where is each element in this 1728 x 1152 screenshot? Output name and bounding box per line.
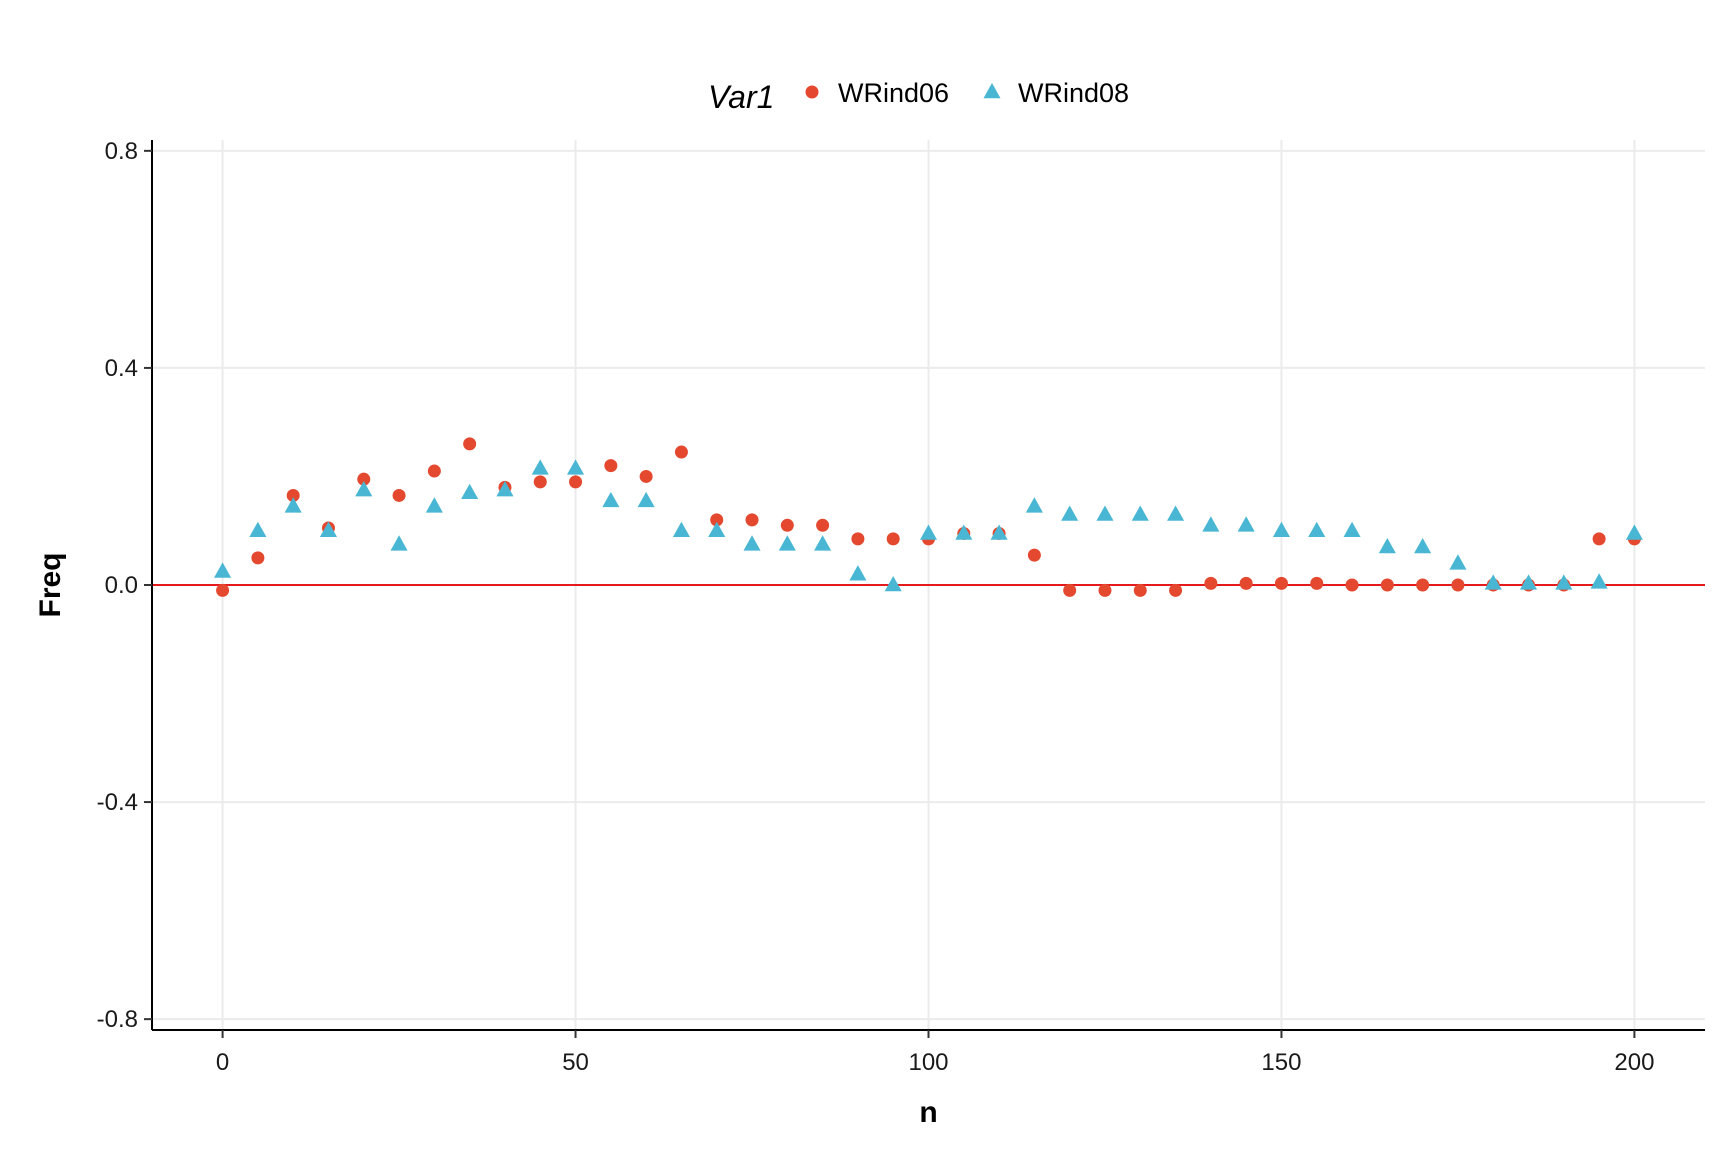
- point-wrind06-12: [639, 469, 653, 483]
- point-wrind08-38: [1555, 574, 1573, 590]
- legend-label-wrind06: WRind06: [838, 78, 949, 108]
- point-wrind08-23: [1025, 497, 1043, 513]
- point-wrind06-39: [1592, 532, 1606, 546]
- legend-key-wrind08: [983, 83, 1001, 99]
- x-tick-label-2: 100: [908, 1049, 948, 1076]
- point-wrind08-32: [1343, 521, 1361, 538]
- x-tick-label-1: 50: [562, 1049, 589, 1076]
- y-tick-label-0: -0.8: [97, 1006, 138, 1033]
- point-wrind06-23: [1027, 548, 1041, 562]
- point-wrind06-24: [1063, 583, 1077, 597]
- point-wrind06-15: [745, 513, 759, 527]
- data-points: [214, 437, 1643, 597]
- point-wrind08-13: [672, 521, 690, 538]
- point-wrind06-13: [674, 445, 688, 459]
- point-wrind06-16: [780, 518, 794, 532]
- point-wrind06-32: [1345, 578, 1359, 592]
- point-wrind06-25: [1098, 583, 1112, 597]
- point-wrind08-37: [1519, 574, 1538, 590]
- point-wrind08-18: [849, 565, 867, 581]
- axes: [144, 140, 1705, 1038]
- point-wrind08-40: [1625, 524, 1643, 540]
- point-wrind06-0: [216, 583, 230, 597]
- point-wrind08-25: [1096, 505, 1114, 521]
- legend-key-wrind06: [805, 85, 819, 99]
- point-wrind08-27: [1167, 505, 1185, 521]
- y-tick-label-3: 0.4: [105, 355, 138, 382]
- point-wrind06-29: [1239, 576, 1253, 590]
- point-wrind08-15: [743, 535, 761, 551]
- point-wrind08-24: [1061, 505, 1079, 521]
- point-wrind06-19: [886, 532, 900, 546]
- point-wrind08-6: [425, 497, 443, 513]
- point-wrind06-35: [1451, 578, 1465, 592]
- y-tick-label-2: 0.0: [105, 572, 138, 599]
- point-wrind06-11: [604, 459, 618, 473]
- legend-label-wrind08: WRind08: [1018, 78, 1129, 108]
- point-wrind06-18: [851, 532, 865, 546]
- point-wrind08-35: [1449, 554, 1467, 570]
- point-wrind06-5: [392, 488, 406, 502]
- point-wrind06-28: [1204, 576, 1218, 590]
- point-wrind08-29: [1237, 516, 1255, 532]
- point-wrind06-34: [1416, 578, 1430, 592]
- point-wrind06-6: [427, 464, 441, 478]
- point-wrind08-21: [955, 524, 973, 540]
- x-tick-label-0: 0: [216, 1049, 229, 1076]
- y-tick-label-4: 0.8: [105, 138, 138, 165]
- point-wrind06-27: [1169, 583, 1183, 597]
- point-wrind06-2: [286, 488, 300, 502]
- point-wrind08-28: [1202, 516, 1220, 532]
- point-wrind06-33: [1380, 578, 1394, 592]
- point-wrind08-33: [1378, 538, 1396, 554]
- point-wrind06-30: [1274, 576, 1288, 590]
- point-wrind06-17: [816, 518, 830, 532]
- point-wrind08-30: [1272, 521, 1291, 538]
- point-wrind08-9: [531, 459, 549, 475]
- point-wrind08-16: [778, 535, 796, 551]
- point-wrind08-34: [1414, 538, 1432, 554]
- point-wrind08-10: [566, 459, 585, 475]
- point-wrind06-31: [1310, 576, 1324, 590]
- point-wrind08-31: [1308, 521, 1326, 538]
- point-wrind08-1: [249, 521, 267, 538]
- point-wrind08-26: [1131, 505, 1149, 521]
- point-wrind08-12: [637, 491, 655, 508]
- tick-labels: 0 50 100 150 200 -0.8 -0.4 0.0 0.4 0.8: [97, 138, 1655, 1076]
- y-axis-title: Freq: [34, 552, 67, 617]
- point-wrind06-7: [463, 437, 477, 451]
- point-wrind06-4: [357, 472, 371, 486]
- point-wrind06-9: [533, 475, 547, 489]
- point-wrind08-36: [1484, 574, 1502, 590]
- point-wrind08-8: [496, 481, 514, 497]
- point-wrind08-19: [884, 576, 902, 592]
- y-tick-label-1: -0.4: [97, 789, 138, 816]
- point-wrind08-14: [708, 521, 726, 538]
- point-wrind08-4: [355, 481, 373, 497]
- point-wrind06-1: [251, 551, 265, 565]
- legend-title: Var1: [708, 79, 774, 115]
- point-wrind08-3: [319, 521, 338, 538]
- legend: Var1 WRind06 WRind08: [708, 78, 1129, 115]
- point-wrind06-10: [569, 475, 583, 489]
- point-wrind08-2: [284, 497, 302, 513]
- point-wrind06-14: [710, 513, 724, 527]
- point-wrind08-20: [919, 524, 938, 540]
- point-wrind08-22: [990, 524, 1008, 540]
- point-wrind06-26: [1133, 583, 1147, 597]
- point-wrind08-39: [1590, 573, 1608, 589]
- x-tick-label-4: 200: [1614, 1049, 1654, 1076]
- point-wrind08-11: [602, 491, 620, 508]
- point-wrind08-0: [214, 562, 232, 578]
- point-wrind08-5: [390, 535, 408, 551]
- x-axis-title: n: [919, 1096, 937, 1129]
- point-wrind08-17: [814, 535, 832, 551]
- point-wrind08-7: [461, 483, 479, 500]
- x-tick-label-3: 150: [1261, 1049, 1301, 1076]
